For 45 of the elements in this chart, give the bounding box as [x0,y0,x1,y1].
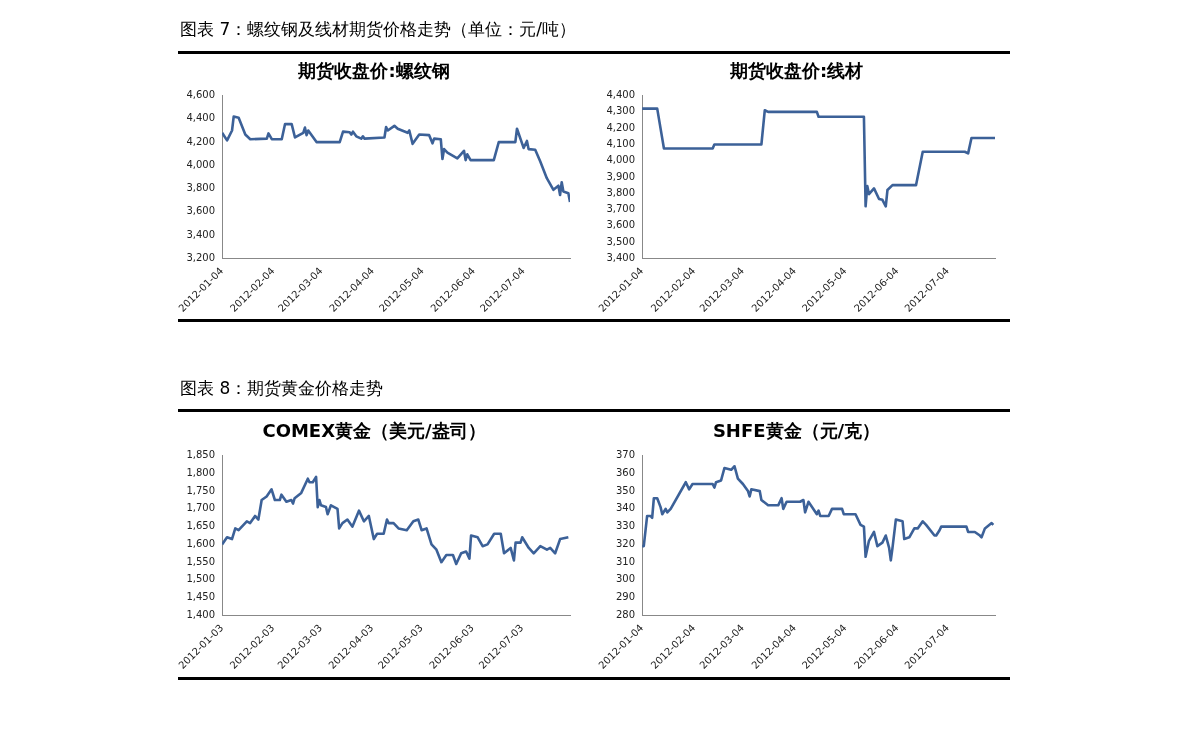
y-tick-label: 4,200 [186,135,216,147]
y-tick-label: 1,550 [186,555,216,567]
y-tick-label: 3,200 [186,252,216,264]
y-tick-label: 3,700 [606,203,636,215]
y-tick-label: 3,600 [186,205,216,217]
y-tick-label: 4,300 [606,105,636,117]
y-tick-label: 3,400 [186,228,216,240]
y-tick-label: 3,800 [606,186,636,198]
y-tick-label: 350 [616,484,636,496]
y-tick-label: 1,450 [186,591,216,603]
y-tick-label: 320 [616,537,636,549]
y-tick-label: 1,650 [186,520,216,532]
y-tick-label: 1,700 [186,502,216,514]
y-tick-label: 1,850 [186,449,216,461]
y-tick-label: 3,600 [606,219,636,231]
y-tick-label: 3,500 [606,235,636,247]
y-tick-label: 370 [616,449,636,461]
chart-title: SHFE黄金（元/克） [712,420,881,442]
y-tick-label: 1,750 [186,484,216,496]
y-tick-label: 300 [616,573,636,585]
chart-title: 期货收盘价:螺纹钢 [297,60,450,82]
y-tick-label: 340 [616,502,636,514]
y-tick-label: 4,000 [186,158,216,170]
y-tick-label: 280 [616,609,636,621]
y-tick-label: 4,000 [606,154,636,166]
y-tick-label: 4,200 [606,121,636,133]
y-tick-label: 290 [616,591,636,603]
y-tick-label: 330 [616,520,636,532]
y-tick-label: 3,400 [606,252,636,264]
y-tick-label: 360 [616,466,636,478]
y-tick-label: 310 [616,555,636,567]
y-tick-label: 4,400 [606,89,636,101]
y-tick-label: 3,900 [606,170,636,182]
y-tick-label: 4,400 [186,112,216,124]
chart-title: 期货收盘价:线材 [728,60,864,82]
y-tick-label: 1,400 [186,609,216,621]
chart-title: COMEX黄金（美元/盎司） [262,420,486,442]
y-tick-label: 4,600 [186,89,216,101]
text: 图表 7：螺纹钢及线材期货价格走势（单位：元/吨） [180,18,576,41]
y-tick-label: 1,800 [186,466,216,478]
y-tick-label: 4,100 [606,138,636,150]
text: 图表 8：期货黄金价格走势 [180,377,384,400]
y-tick-label: 1,600 [186,537,216,549]
y-tick-label: 1,500 [186,573,216,585]
y-tick-label: 3,800 [186,182,216,194]
